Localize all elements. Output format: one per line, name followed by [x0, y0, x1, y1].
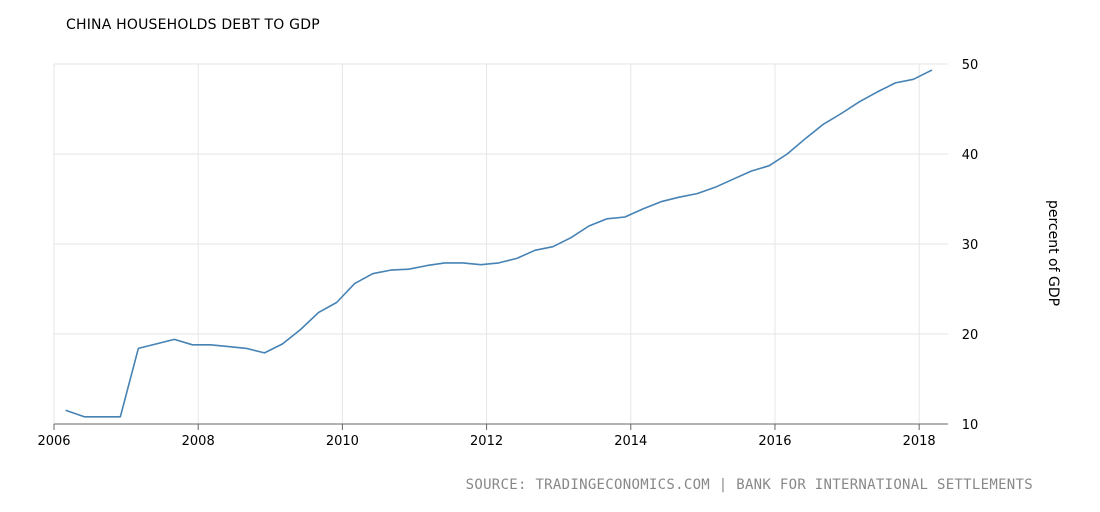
x-tick-label: 2008 [182, 434, 215, 449]
y-tick-label: 50 [962, 58, 979, 73]
y-axis-ticks: 10 20 30 40 50 [962, 58, 979, 433]
y-axis-label: percent of GDP [1045, 200, 1061, 306]
source-note: SOURCE: TRADINGECONOMICS.COM | BANK FOR … [465, 477, 1033, 493]
x-tick-label: 2010 [326, 434, 359, 449]
series-line-layer [65, 69, 933, 418]
y-tick-label: 20 [962, 328, 979, 343]
x-tick-label: 2006 [37, 434, 70, 449]
x-tick-label: 2014 [614, 434, 647, 449]
x-tick-label: 2016 [758, 434, 791, 449]
grid [53, 63, 948, 425]
x-tick-label: 2018 [903, 434, 936, 449]
y-tick-label: 30 [962, 238, 979, 253]
series-line [65, 69, 933, 418]
y-tick-label: 40 [962, 148, 979, 163]
x-tick-label: 2012 [470, 434, 503, 449]
y-tick-label: 10 [962, 418, 979, 433]
chart-title: CHINA HOUSEHOLDS DEBT TO GDP [66, 17, 320, 33]
x-axis-ticks: 2006 2008 2010 2012 2014 2016 2018 [37, 423, 948, 449]
